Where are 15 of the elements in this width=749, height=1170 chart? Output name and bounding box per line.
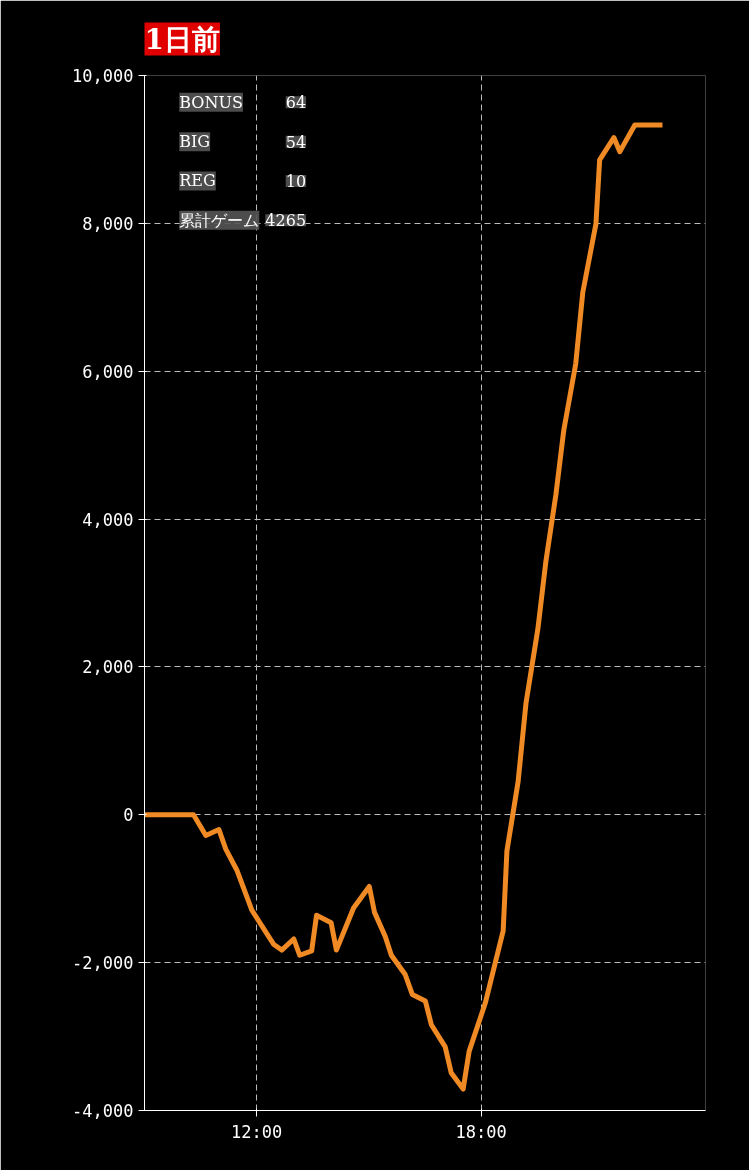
text: REG 10 [179, 171, 307, 191]
text: BIG 54 [179, 132, 307, 152]
y-tick-label: 2,000 [82, 657, 134, 678]
y-tick-label: -2,000 [72, 953, 134, 974]
chart-title: 1日前 [144, 22, 220, 56]
y-tick-label: 0 [123, 805, 134, 826]
text: BONUS 64 [179, 92, 307, 113]
y-tick-label: 4,000 [82, 509, 134, 530]
y-tick-label: 8,000 [82, 213, 134, 234]
annotation: 累計ゲーム 4265 [179, 210, 307, 231]
x-tick-label: 18:00 [455, 1121, 507, 1142]
y-tick-label: 10,000 [72, 66, 134, 86]
x-tick-label: 12:00 [231, 1121, 283, 1142]
y-tick-label: -4,000 [72, 1101, 134, 1121]
y-tick-label: 6,000 [82, 361, 134, 382]
